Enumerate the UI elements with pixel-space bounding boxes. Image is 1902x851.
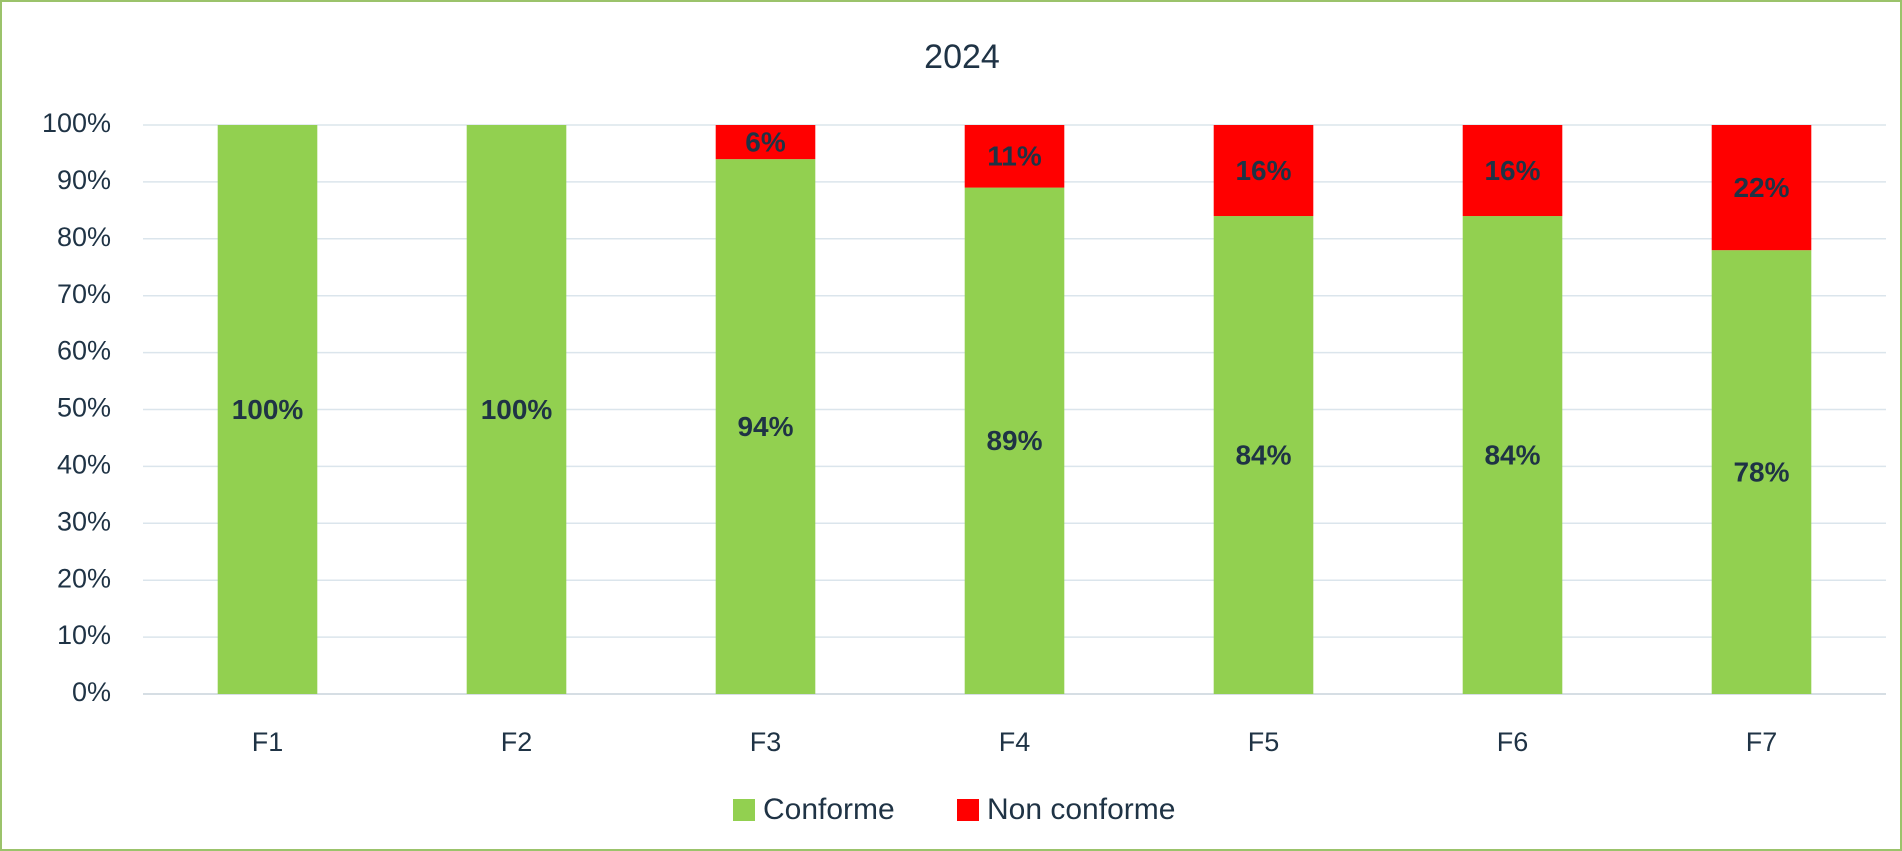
data-label: 100% — [481, 394, 553, 425]
data-label: 89% — [986, 425, 1042, 456]
legend-label: Conforme — [763, 793, 895, 826]
data-label: 6% — [745, 126, 786, 157]
bar-segment — [715, 125, 816, 160]
x-tick-label: F1 — [252, 727, 284, 757]
x-tick-label: F5 — [1248, 727, 1280, 757]
data-label: 100% — [232, 394, 304, 425]
y-tick-label: 90% — [57, 165, 111, 195]
y-tick-label: 20% — [57, 563, 111, 593]
bar-segment — [1213, 216, 1314, 695]
bar-segment — [964, 187, 1065, 694]
y-tick-label: 70% — [57, 279, 111, 309]
legend-swatch — [957, 799, 979, 821]
bar-segment — [1711, 250, 1812, 694]
y-tick-label: 100% — [42, 108, 111, 138]
data-label: 94% — [737, 411, 793, 442]
data-label: 16% — [1235, 155, 1291, 186]
x-tick-label: F2 — [501, 727, 533, 757]
y-tick-label: 80% — [57, 222, 111, 252]
y-tick-label: 60% — [57, 336, 111, 366]
legend-label: Non conforme — [987, 793, 1175, 826]
data-label: 16% — [1484, 155, 1540, 186]
bar-segment — [1213, 125, 1314, 217]
data-label: 22% — [1733, 172, 1789, 203]
data-label: 84% — [1484, 439, 1540, 470]
bar-segment — [466, 125, 567, 694]
bar-segment — [1711, 125, 1812, 251]
bar-segment — [964, 125, 1065, 188]
bar-segment — [715, 159, 816, 694]
y-tick-label: 40% — [57, 450, 111, 480]
data-label: 78% — [1733, 456, 1789, 487]
y-tick-label: 10% — [57, 620, 111, 650]
bar-segment — [1462, 125, 1563, 217]
legend-swatch — [733, 799, 755, 821]
x-tick-label: F4 — [999, 727, 1031, 757]
data-label: 11% — [987, 141, 1042, 172]
x-tick-label: F7 — [1746, 727, 1778, 757]
data-label: 84% — [1235, 439, 1291, 470]
bar-segment — [217, 125, 318, 694]
x-tick-label: F3 — [750, 727, 782, 757]
x-tick-label: F6 — [1497, 727, 1529, 757]
y-tick-label: 0% — [72, 677, 111, 707]
y-tick-label: 30% — [57, 506, 111, 536]
chart-title: 2024 — [924, 38, 1000, 76]
y-tick-label: 50% — [57, 393, 111, 423]
bar-segment — [1462, 216, 1563, 695]
